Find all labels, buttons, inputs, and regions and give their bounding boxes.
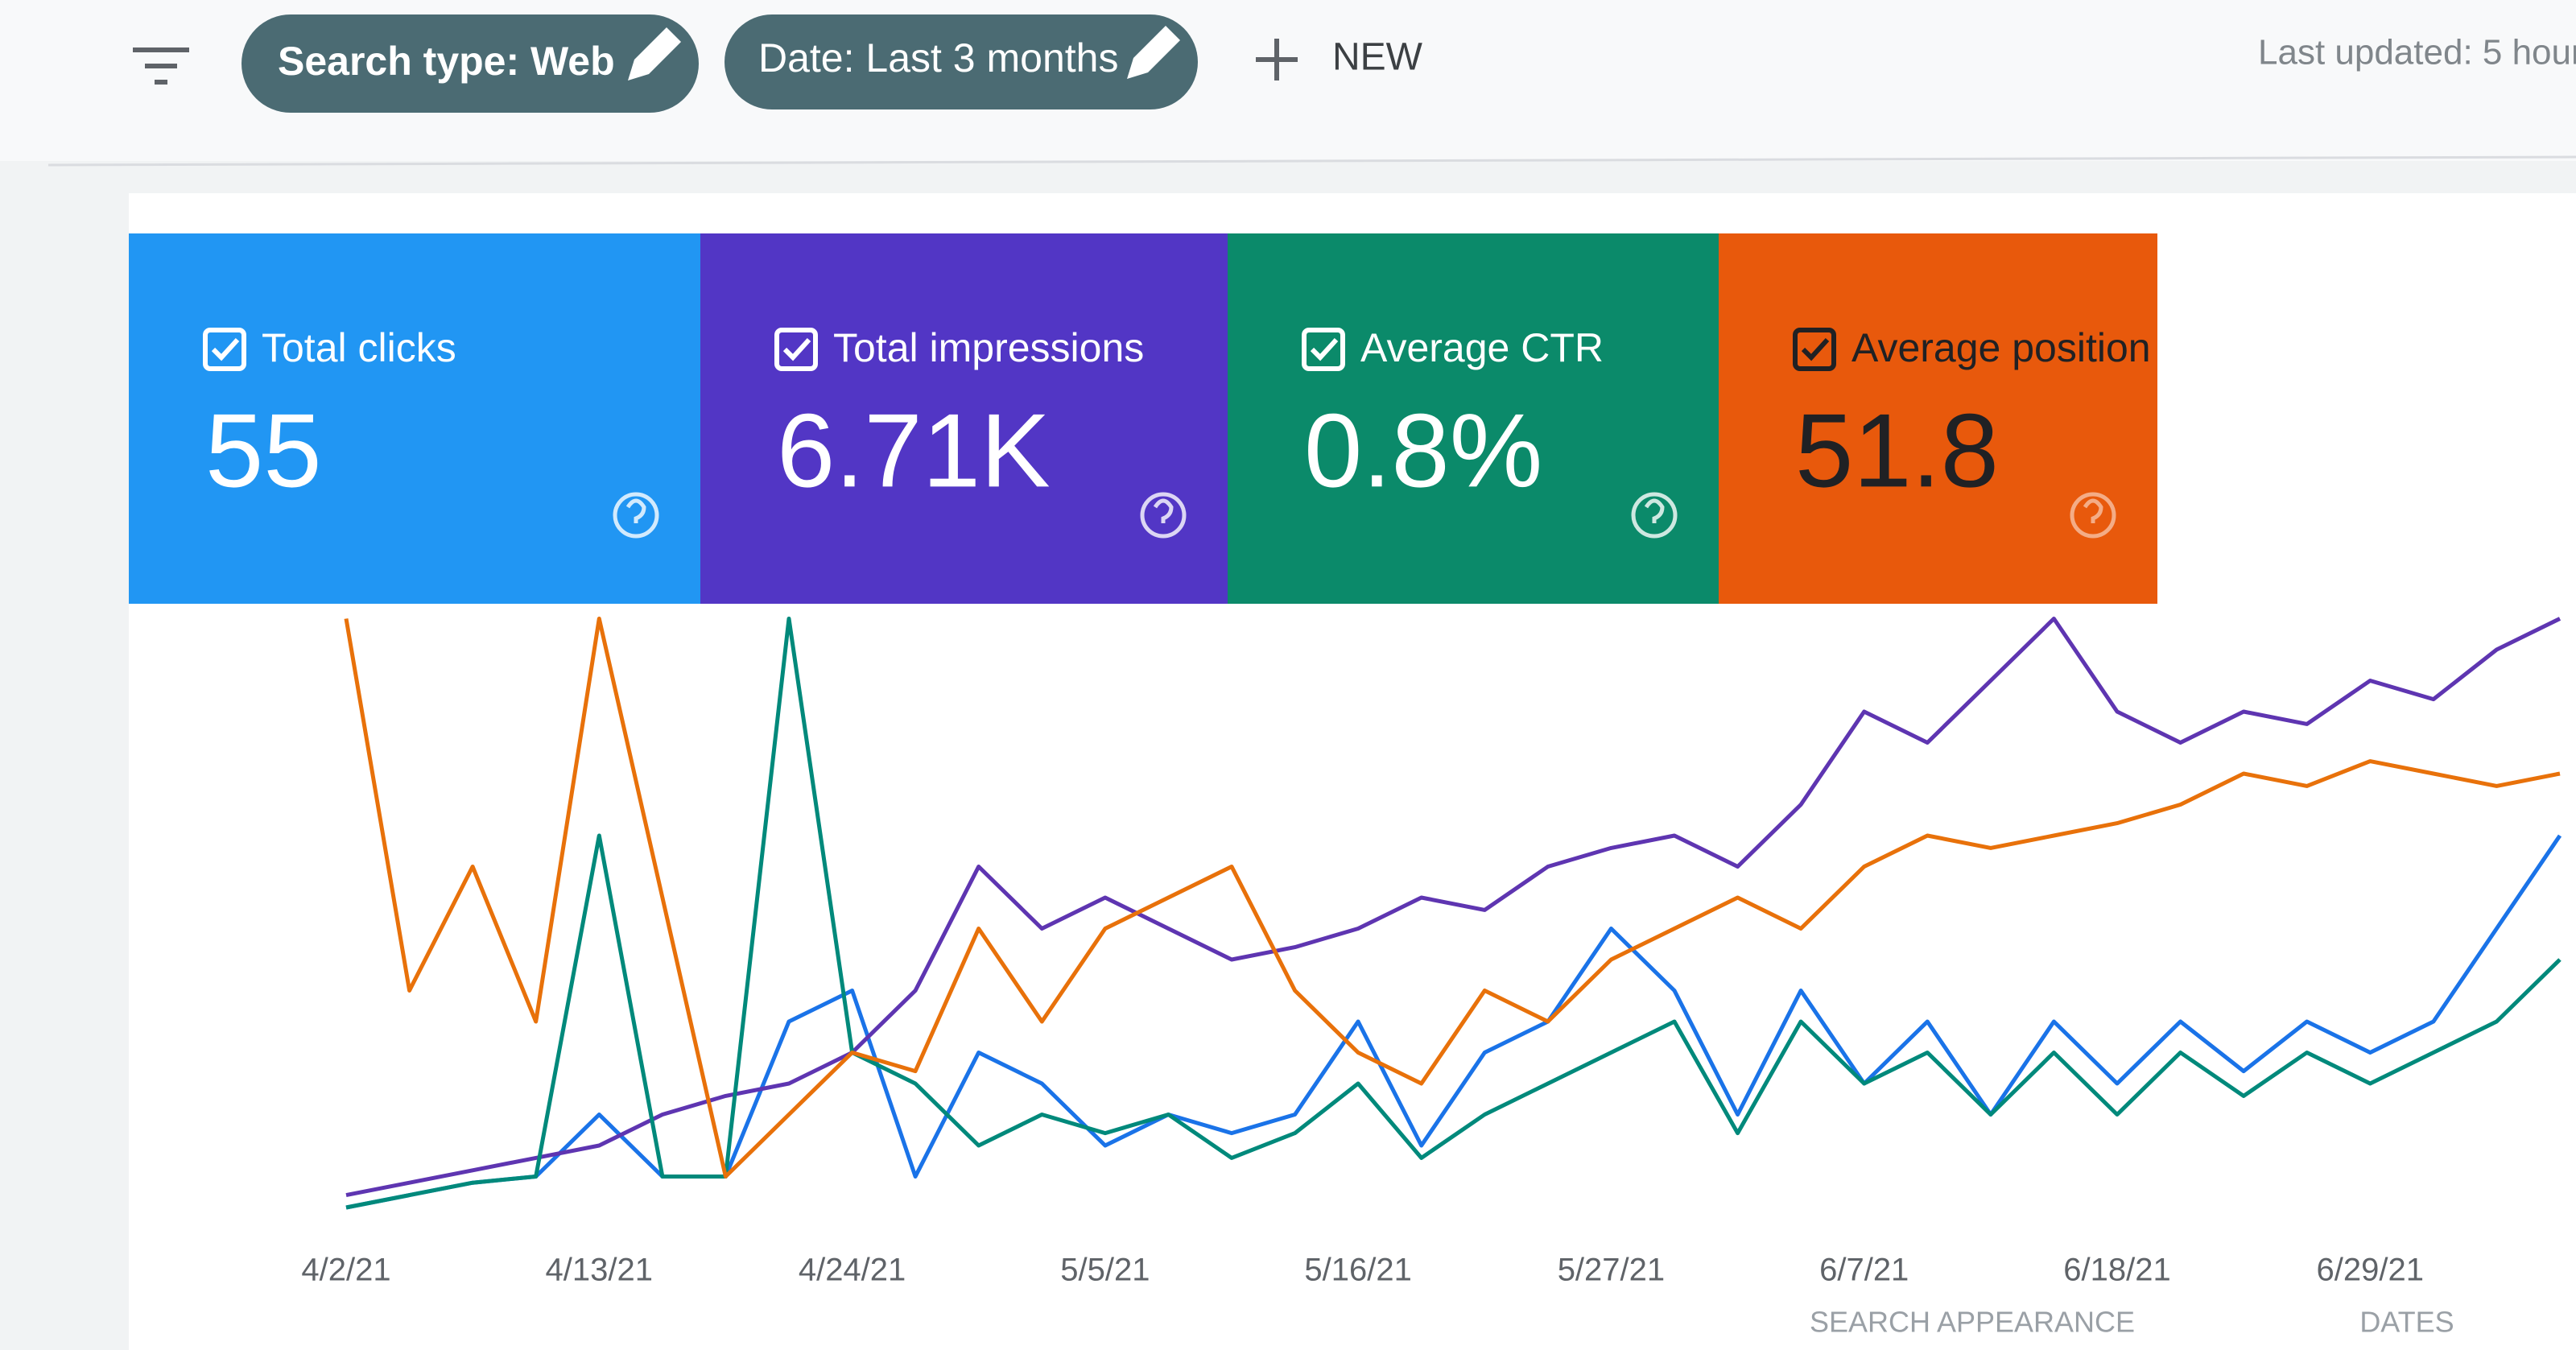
checkmark (1801, 337, 1830, 361)
new-label: NEW (1332, 36, 1423, 79)
card-value: 6.71K (777, 391, 1051, 509)
series-line (344, 617, 2561, 1179)
filter-icon[interactable] (133, 47, 189, 85)
x-tick-label: 6/29/21 (2317, 1253, 2424, 1288)
card-label: Average position (1852, 325, 2151, 370)
tabs: SEARCH APPEARANCE DATES (1810, 1306, 2454, 1339)
edit-icon (1127, 26, 1180, 79)
help-mark (2083, 498, 2103, 523)
series-line (345, 617, 2562, 1210)
card-background (1719, 233, 2157, 604)
x-tick-label: 4/24/21 (799, 1253, 906, 1288)
chip[interactable]: Search type: Web (242, 14, 699, 113)
checkbox (203, 328, 246, 371)
help-icon[interactable] (613, 492, 659, 539)
edit-icon (628, 27, 681, 81)
metric-card[interactable]: Total impressions 6.71K (700, 233, 1228, 604)
checkmark (211, 337, 240, 361)
x-tick-label: 4/13/21 (546, 1253, 653, 1288)
card-background (1228, 233, 1719, 604)
help-mark (1644, 498, 1665, 523)
chip-label: Date: Last 3 months (758, 35, 1118, 81)
toolbar-divider (47, 155, 2576, 167)
help-icon[interactable] (1140, 492, 1187, 539)
checkmark (782, 337, 811, 361)
checkbox (774, 328, 818, 371)
card-background (129, 233, 700, 604)
help-mark (1153, 498, 1174, 523)
metric-cards: Total clicks 55 Total impressions 6.71K Aver… (129, 233, 2157, 604)
x-tick-label: 5/27/21 (1558, 1253, 1665, 1288)
last-updated: Last updated: 5 hour (2258, 33, 2576, 72)
card-value: 0.8% (1304, 391, 1542, 509)
card-value: 55 (205, 391, 322, 509)
card-background (700, 233, 1228, 604)
new-button[interactable]: NEW (1256, 36, 1423, 81)
help-icon[interactable] (2070, 492, 2116, 539)
x-tick-label: 6/18/21 (2063, 1253, 2170, 1288)
metric-card[interactable]: Total clicks 55 (129, 233, 700, 604)
x-tick-label: 6/7/21 (1819, 1253, 1909, 1288)
chart: 4/2/21 4/13/21 4/24/21 5/5/21 5/16/21 5/27/21… (301, 617, 2562, 1288)
metric-card[interactable]: Average CTR 0.8% (1228, 233, 1719, 604)
help-icon[interactable] (1631, 492, 1678, 539)
tab[interactable]: DATES (2359, 1306, 2454, 1339)
x-tick-label: 5/16/21 (1304, 1253, 1411, 1288)
series-line (345, 617, 2562, 1198)
checkbox (1302, 328, 1345, 371)
help-mark (625, 498, 646, 523)
checkmark (1310, 337, 1339, 361)
checkbox (1793, 328, 1836, 371)
card-label: Total impressions (833, 325, 1144, 370)
chip[interactable]: Date: Last 3 months (724, 14, 1198, 109)
card-label: Average CTR (1360, 325, 1604, 370)
tab[interactable]: SEARCH APPEARANCE (1810, 1306, 2135, 1339)
card-label: Total clicks (262, 325, 456, 370)
metric-card[interactable]: Average position 51.8 (1719, 233, 2157, 604)
card-value: 51.8 (1795, 391, 1999, 509)
x-tick-label: 5/5/21 (1060, 1253, 1150, 1288)
x-tick-label: 4/2/21 (301, 1253, 390, 1288)
chip-label: Search type: Web (278, 39, 615, 84)
